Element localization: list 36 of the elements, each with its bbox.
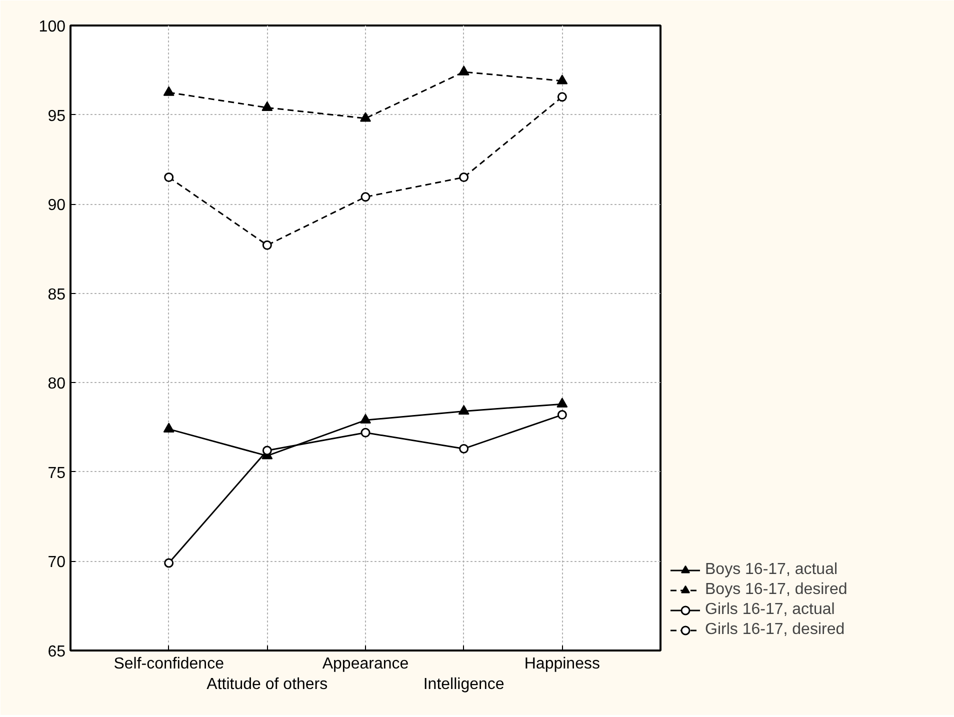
point (163, 422, 174, 432)
point (557, 410, 567, 420)
y-tick-label: 95 (48, 108, 66, 125)
point (459, 172, 469, 182)
x-tick-label: Appearance (322, 656, 409, 672)
x-tick-label: Happiness (524, 656, 600, 672)
point (458, 66, 470, 76)
point (164, 558, 174, 568)
point (262, 101, 273, 112)
point (262, 446, 272, 456)
x-tick-label: Intelligence (423, 676, 504, 693)
legend-label: Girls 16-17, actual (705, 601, 835, 619)
legend-label: Boys 16-17, desired (705, 581, 848, 599)
y-tick-label: 90 (48, 197, 66, 214)
point (360, 414, 371, 424)
point (360, 428, 370, 438)
point (557, 92, 567, 102)
point (458, 404, 470, 415)
point (459, 444, 469, 454)
y-tick-label: 85 (48, 286, 66, 304)
y-tick-label: 70 (48, 554, 66, 572)
y-tick-label: 75 (48, 464, 66, 482)
point (262, 240, 272, 250)
y-tick-label: 80 (48, 376, 66, 393)
point (360, 192, 370, 202)
legend-label: Girls 16-17, desired (705, 621, 845, 639)
point (163, 86, 174, 96)
legend-label: Boys 16-17, actual (705, 561, 838, 579)
y-tick-label: 65 (48, 644, 66, 660)
x-tick-label: Self-confidence (114, 656, 224, 672)
y-tick-label: 100 (38, 18, 66, 36)
point (556, 398, 568, 408)
point (360, 112, 371, 122)
point (164, 172, 174, 182)
x-tick-label: Attitude of others (206, 676, 328, 693)
point (556, 74, 568, 84)
